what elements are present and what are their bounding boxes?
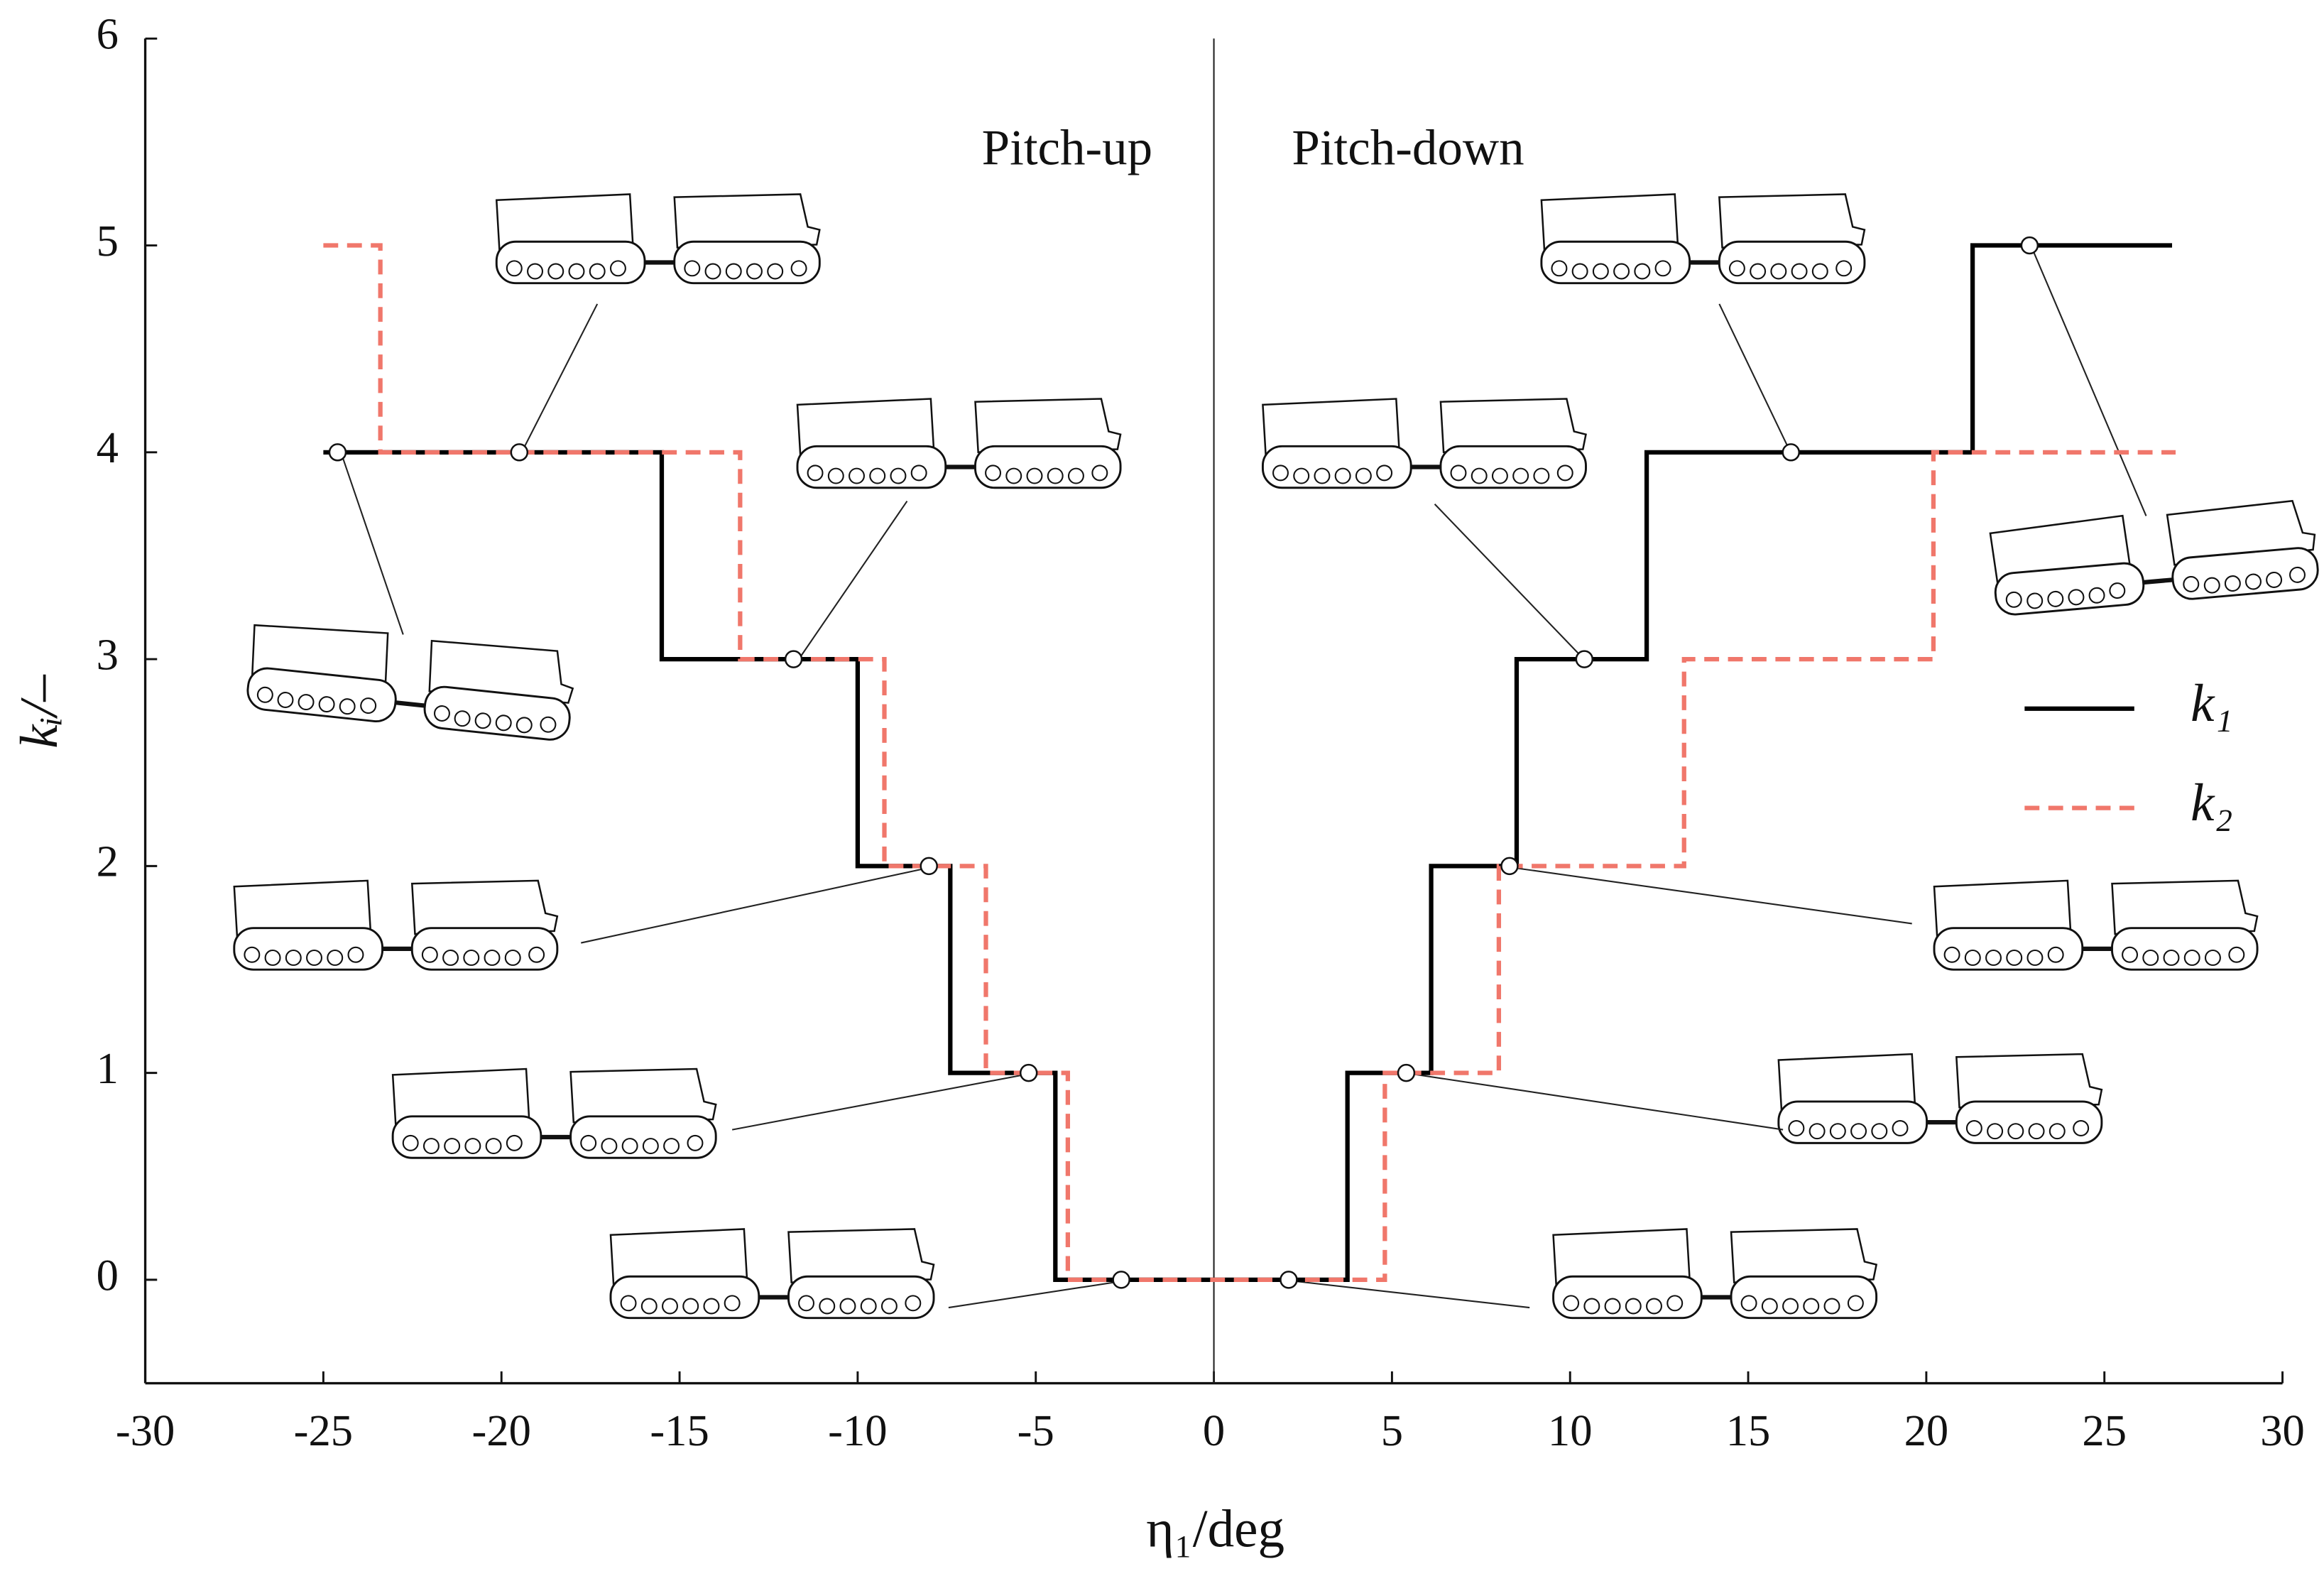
callout-line [581,866,932,944]
legend-label: k₁ [2191,674,2232,733]
callout-line [731,1072,1032,1131]
x-tick-label: 20 [1904,1406,1949,1455]
marker [1280,1271,1298,1289]
callout-line [340,452,404,635]
callout-line [797,500,908,662]
y-tick-label: 6 [97,9,119,59]
vehicle [797,399,1120,488]
vehicle [1554,1229,1877,1318]
marker [510,443,529,462]
vehicle [1262,399,1586,488]
marker [1112,1271,1130,1289]
marker [1782,443,1800,462]
annotation: Pitch-up [982,120,1153,175]
x-tick-label: 30 [2260,1406,2305,1455]
x-tick-label: 0 [1203,1406,1225,1455]
annotation: Pitch-down [1292,120,1524,175]
marker [920,857,938,876]
y-tick-label: 0 [97,1250,119,1300]
vehicle [496,194,819,283]
marker [784,650,803,668]
x-tick-label: -20 [471,1406,530,1455]
x-tick-label: 10 [1548,1406,1593,1455]
marker [1019,1063,1038,1082]
vehicle [1779,1054,2102,1143]
marker [1575,650,1594,668]
marker [1397,1063,1416,1082]
callout-line [1292,1280,1530,1309]
vehicle [611,1229,934,1318]
y-tick-label: 2 [97,837,119,886]
x-tick-label: -15 [650,1406,709,1455]
x-tick-label: 25 [2082,1406,2127,1455]
vehicle [234,881,557,969]
callout-line [520,303,599,453]
x-tick-label: 5 [1381,1406,1403,1455]
callout-line [1407,1072,1784,1131]
callout-line [1718,303,1791,453]
x-tick-label: -5 [1018,1406,1054,1455]
vehicle [246,619,577,741]
callout-line [2029,244,2147,516]
y-tick-label: 4 [97,423,119,472]
x-tick-label: -10 [828,1406,887,1455]
vehicle [1934,881,2257,969]
y-tick-label: 5 [97,216,119,266]
marker [2020,236,2039,255]
y-axis-label: kᵢ/– [10,674,69,749]
x-tick-label: 15 [1726,1406,1771,1455]
legend-label: k₂ [2191,773,2232,832]
y-tick-label: 3 [97,629,119,679]
vehicle [1542,194,1865,283]
vehicle [1990,499,2319,616]
x-axis-label: η₁/deg [1146,1500,1284,1559]
callout-line [948,1280,1124,1309]
callout-line [1510,866,1912,925]
vehicle-illustrations [234,194,2320,1318]
step-line [323,243,2173,1283]
x-tick-label: -25 [294,1406,353,1455]
marker [328,443,347,462]
x-tick-label: -30 [116,1406,175,1455]
callout-line [1434,503,1587,662]
marker [1500,857,1519,876]
y-tick-label: 1 [97,1043,119,1093]
vehicle [393,1069,716,1158]
